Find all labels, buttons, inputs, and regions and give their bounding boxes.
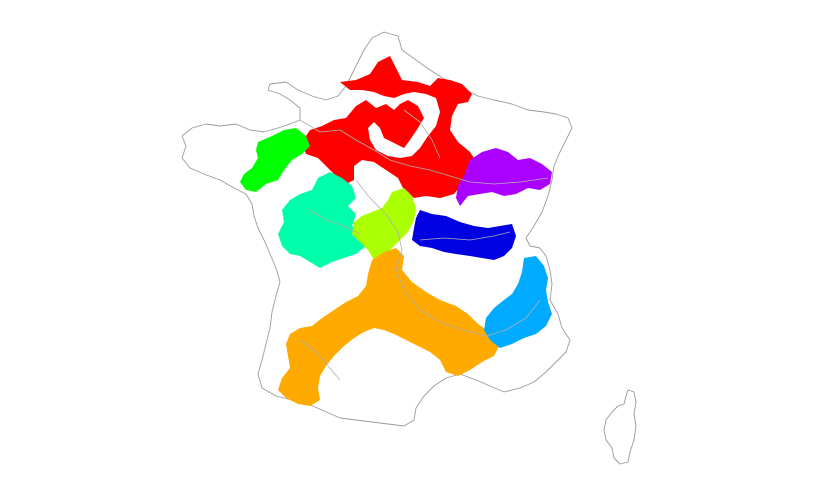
region-east <box>456 148 552 206</box>
region-burgundy <box>412 210 516 260</box>
region-south <box>278 248 500 406</box>
region-brittany <box>240 128 310 192</box>
region-north <box>302 56 478 198</box>
internal-borders <box>299 109 549 381</box>
region-loire-west <box>278 172 366 268</box>
region-center <box>352 188 416 260</box>
region-alps <box>484 256 552 348</box>
france-mainland-outline <box>181 31 573 427</box>
corsica-outline <box>603 389 637 465</box>
